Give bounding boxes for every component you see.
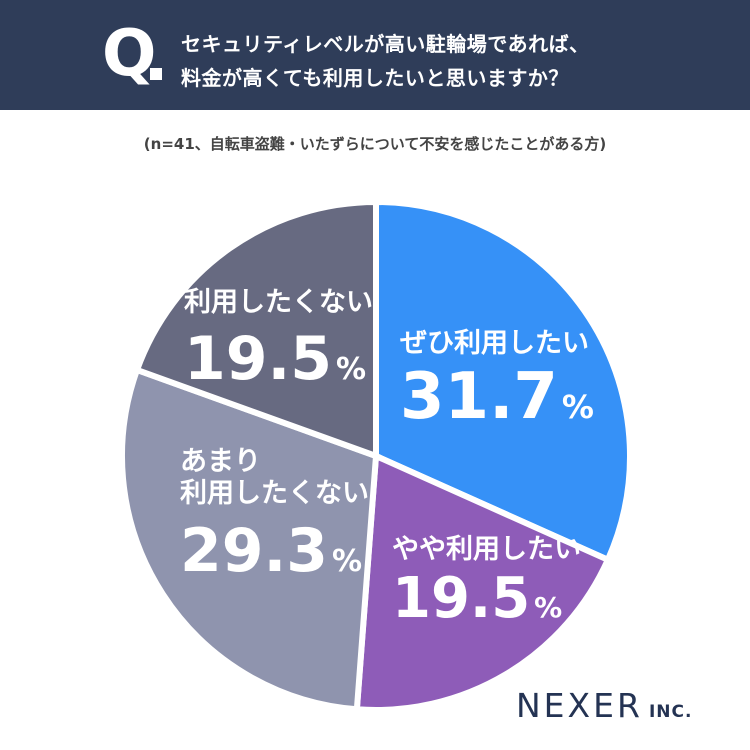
slice-value-2: 19.5%: [392, 566, 562, 631]
sample-note: (n=41、自転車盗難・いたずらについて不安を感じたことがある方): [143, 135, 607, 153]
logo-text: NEXER: [516, 686, 643, 725]
slice-value-3: 29.3%: [180, 516, 362, 586]
question-line-2: 料金が高くても利用したいと思いますか？: [181, 66, 569, 90]
slice-label-4: 利用したくない: [184, 287, 373, 318]
question-mark: Q: [102, 17, 157, 91]
slice-label-1: ぜひ利用したい: [400, 328, 589, 359]
pie-slice-2: [353, 451, 612, 713]
slice-value-1: 31.7%: [400, 360, 594, 434]
pie-slice-3: [119, 366, 380, 713]
slice-label-3: あまり利用したくない: [180, 446, 369, 509]
nexer-logo: NEXER INC.: [516, 686, 692, 725]
pie-slice-1: [373, 198, 633, 564]
logo-suffix: INC.: [648, 702, 693, 722]
question-line-1: セキュリティレベルが高い駐輪場であれば、: [181, 32, 590, 56]
slice-value-4: 19.5%: [184, 324, 366, 394]
pie-slice-4: [133, 198, 379, 461]
question-header: Q セキュリティレベルが高い駐輪場であれば、 料金が高くても利用したいと思います…: [0, 0, 750, 110]
slice-label-2: やや利用したい: [392, 534, 581, 565]
question-dot: [150, 68, 162, 80]
